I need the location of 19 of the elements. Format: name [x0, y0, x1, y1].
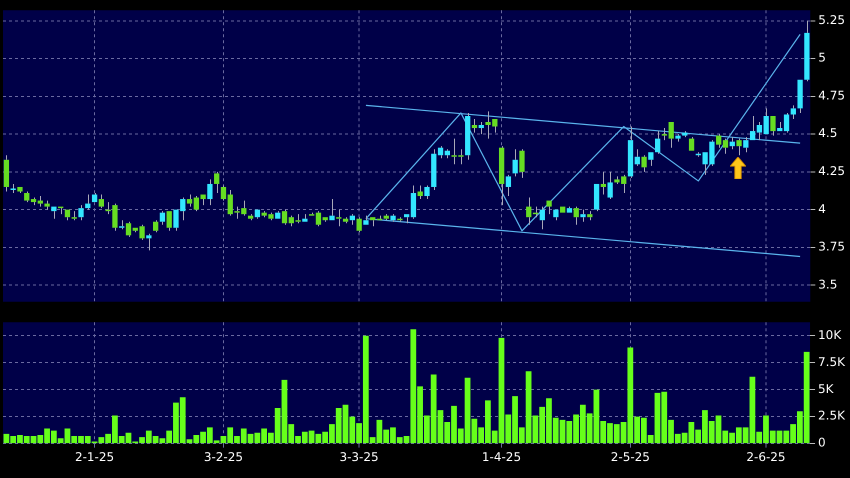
y-tick-label: 5 — [818, 50, 826, 65]
x-tick-label: 2-5-25 — [610, 450, 650, 464]
y-tick-label: 5.25 — [818, 12, 845, 27]
x-tick-label: 3-2-25 — [204, 450, 244, 464]
y-tick-label: 5K — [818, 382, 835, 396]
y-tick-label: 4.75 — [818, 88, 845, 102]
y-tick-label: 2.5K — [818, 408, 846, 423]
x-tick-label: 1-4-25 — [482, 450, 522, 464]
x-tick-label: 3-3-25 — [339, 450, 379, 464]
x-tick-label: 2-6-25 — [746, 450, 786, 464]
y-tick-label: 0 — [818, 436, 826, 450]
y-tick-label: 4.25 — [818, 164, 845, 178]
y-tick-label: 7.5K — [818, 354, 846, 369]
y-tick-label: 4.5 — [818, 126, 838, 140]
y-tick-label: 3.5 — [818, 277, 838, 292]
y-tick-label: 10K — [818, 328, 842, 342]
x-tick-label: 2-1-25 — [74, 450, 114, 464]
y-tick-label: 3.75 — [818, 240, 845, 254]
y-tick-label: 4 — [818, 202, 826, 216]
